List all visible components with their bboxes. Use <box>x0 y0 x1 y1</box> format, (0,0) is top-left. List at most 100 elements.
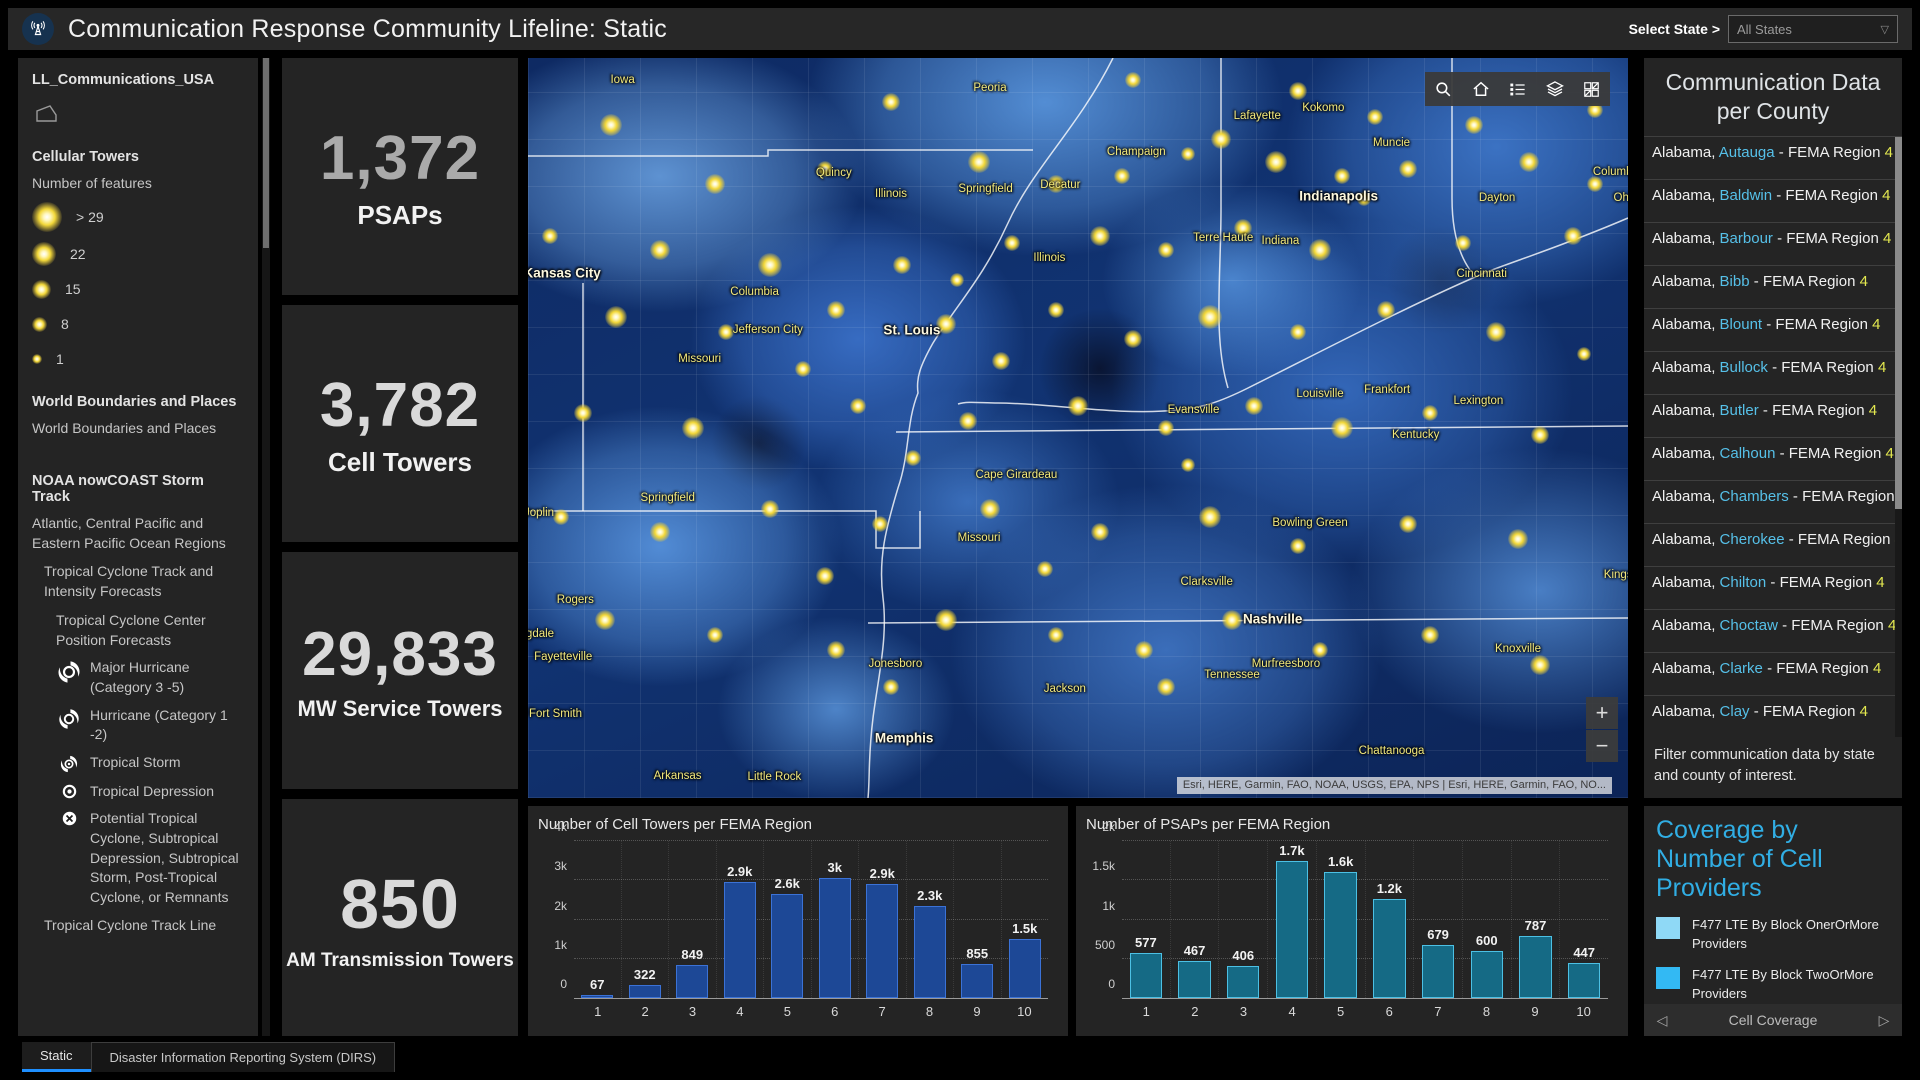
bottom-tab-bar: Static Disaster Information Reporting Sys… <box>8 1042 1912 1072</box>
city-label: Murfreesboro <box>1251 658 1321 671</box>
bar[interactable] <box>1519 936 1552 998</box>
pager-prev-icon[interactable]: ◁ <box>1644 1012 1680 1029</box>
bar[interactable] <box>581 995 614 998</box>
storm-legend-items: Major Hurricane (Category 3 -5) Hurricane… <box>32 658 244 907</box>
tower-glow-dot <box>1198 305 1222 329</box>
county-list-item[interactable]: Alabama, Baldwin - FEMA Region 4 <box>1644 180 1902 223</box>
bar[interactable] <box>1567 962 1601 998</box>
county-list-item[interactable]: Alabama, Butler - FEMA Region 4 <box>1644 395 1902 438</box>
chart-title: Number of Cell Towers per FEMA Region <box>538 816 812 833</box>
bar[interactable] <box>1008 939 1041 998</box>
tower-glow-dot <box>1399 160 1417 178</box>
city-label: Springfield <box>958 182 1013 195</box>
tower-glow-dot <box>1037 560 1053 577</box>
county-list-item[interactable]: Alabama, Chambers - FEMA Region 4 <box>1644 481 1902 524</box>
map-attribution: Esri, HERE, Garmin, FAO, NOAA, USGS, EPA… <box>1176 777 1612 794</box>
bar[interactable] <box>1275 861 1309 998</box>
coverage-legend-label: F477 LTE By Block TwoOrMore Providers <box>1692 966 1874 1001</box>
x-axis-tick-label: 4 <box>1288 1004 1296 1019</box>
county-list-item[interactable]: Alabama, Cherokee - FEMA Region 4 <box>1644 524 1902 567</box>
bar-value-label: 1.2k <box>1376 881 1403 897</box>
tower-glow-dot <box>1091 522 1109 541</box>
tower-glow-dot <box>1519 151 1539 172</box>
search-icon[interactable] <box>1425 72 1462 106</box>
bar[interactable] <box>1470 950 1503 998</box>
glow-dot-icon <box>32 279 51 299</box>
tower-glow-dot <box>595 610 615 631</box>
county-list-item[interactable]: Alabama, Clarke - FEMA Region 4 <box>1644 653 1902 696</box>
county-state-text: Alabama, <box>1652 272 1720 290</box>
zoom-in-button[interactable]: + <box>1586 697 1618 729</box>
city-label: Indiana <box>1261 234 1300 247</box>
storm-legend-row: Potential Tropical Cyclone, Subtropical … <box>56 809 244 907</box>
bar[interactable] <box>628 985 661 998</box>
bar[interactable] <box>913 905 946 998</box>
stat-label: Cell Towers <box>327 446 472 477</box>
fema-region-number: 4 <box>1876 573 1885 591</box>
bar-slot: 2.9k <box>858 841 906 998</box>
bar[interactable] <box>1129 952 1163 998</box>
bar[interactable] <box>1324 871 1357 998</box>
home-icon[interactable] <box>1462 72 1499 106</box>
tower-glow-dot <box>1530 654 1550 675</box>
bar[interactable] <box>1373 899 1406 998</box>
county-list-item[interactable]: Alabama, Barbour - FEMA Region 4 <box>1644 223 1902 266</box>
map[interactable]: Iowa Peoria Kokomo Lafayette Muncie Champaign… <box>528 58 1628 798</box>
legend-scrollbar[interactable] <box>262 58 270 1036</box>
storm-legend-row: Hurricane (Category 1 -2) <box>56 706 244 745</box>
tab-disaster-information-reporting-system-dirs[interactable]: Disaster Information Reporting System (D… <box>90 1042 396 1072</box>
x-axis-tick-label: 2 <box>1191 1004 1199 1019</box>
stat-value: 850 <box>340 864 460 943</box>
bar[interactable] <box>961 964 994 998</box>
fema-region-number: 4 <box>1868 401 1878 419</box>
bar[interactable] <box>866 884 899 998</box>
chart-x-axis-labels: 1 2 3 4 5 6 7 8 9 10 <box>574 1004 1048 1019</box>
pager-next-icon[interactable]: ▷ <box>1866 1012 1902 1029</box>
layers-icon[interactable] <box>1536 72 1573 106</box>
tower-glow-dot <box>1587 175 1603 192</box>
tower-glow-dot <box>707 627 723 644</box>
bar[interactable] <box>1227 966 1260 998</box>
legend-list-icon[interactable] <box>1499 72 1536 106</box>
legend-features-label: Number of features <box>32 175 152 191</box>
city-label: Rogers <box>556 594 594 607</box>
tower-glow-dot <box>1465 115 1483 134</box>
bar[interactable] <box>723 882 756 998</box>
county-list-item[interactable]: Alabama, Chilton - FEMA Region 4 <box>1644 567 1902 610</box>
bar[interactable] <box>676 964 709 998</box>
fema-region-number: 4 <box>1882 186 1891 204</box>
stat-label: AM Transmission Towers <box>286 949 514 971</box>
city-label: Iowa <box>610 74 635 87</box>
bar[interactable] <box>771 894 804 998</box>
zoom-out-button[interactable]: − <box>1586 730 1618 762</box>
bar-value-label: 67 <box>590 977 605 993</box>
county-list-item[interactable]: Alabama, Clay - FEMA Region 4 <box>1644 696 1902 737</box>
y-axis-tick-label: 2k <box>554 898 567 913</box>
city-label: Terre Haute <box>1193 231 1254 244</box>
county-list-item[interactable]: Alabama, Bullock - FEMA Region 4 <box>1644 352 1902 395</box>
state-dropdown[interactable]: All States ▽ <box>1728 15 1898 43</box>
bar-slot: 322 <box>620 841 669 998</box>
tropical-storm-icon <box>56 753 82 774</box>
city-label: Louisville <box>1296 387 1344 400</box>
fema-region-number: 4 <box>1859 702 1868 720</box>
tower-glow-dot <box>872 516 888 533</box>
basemap-icon[interactable] <box>1573 72 1610 106</box>
county-list-item[interactable]: Alabama, Bibb - FEMA Region 4 <box>1644 266 1902 309</box>
bar[interactable] <box>818 878 851 998</box>
county-list-item[interactable]: Alabama, Blount - FEMA Region 4 <box>1644 309 1902 352</box>
county-list-item[interactable]: Alabama, Calhoun - FEMA Region 4 <box>1644 438 1902 481</box>
gridline <box>574 918 1048 920</box>
tab-static[interactable]: Static <box>22 1042 91 1072</box>
county-list-item[interactable]: Alabama, Choctaw - FEMA Region 4 <box>1644 610 1902 653</box>
city-label: Illinois <box>1033 251 1066 264</box>
county-list-item[interactable]: Alabama, Autauga - FEMA Region 4 <box>1644 137 1902 180</box>
legend-panel: LL_Communications_USA Cellular Towers Nu… <box>18 58 258 1036</box>
bar[interactable] <box>1421 944 1455 998</box>
glow-dot-icon <box>32 354 42 365</box>
fema-region-text: - FEMA Region <box>1766 573 1877 591</box>
city-label: Kingsp <box>1603 569 1628 582</box>
county-list-scrollbar[interactable] <box>1895 136 1902 737</box>
bar[interactable] <box>1178 961 1211 998</box>
